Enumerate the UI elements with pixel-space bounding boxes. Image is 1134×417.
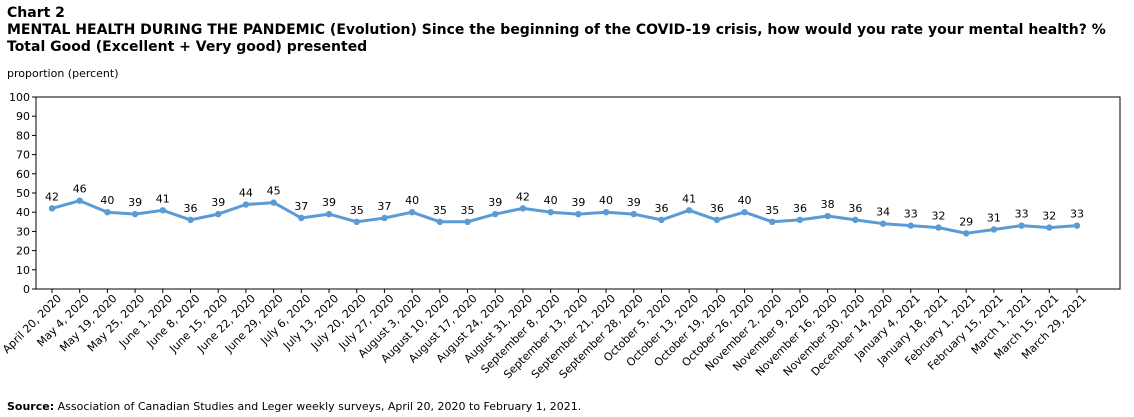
data-point [187, 216, 194, 224]
y-tick-label: 20 [16, 245, 30, 258]
data-label: 35 [350, 204, 364, 217]
y-tick-label: 30 [16, 225, 30, 238]
data-point [907, 222, 914, 229]
data-label: 31 [987, 211, 1001, 224]
y-tick-label: 100 [9, 91, 30, 104]
data-point [131, 210, 139, 218]
data-label: 36 [184, 202, 198, 215]
data-label: 39 [627, 196, 641, 209]
data-point [962, 230, 970, 237]
data-label: 36 [793, 202, 807, 215]
data-label: 32 [1042, 210, 1056, 223]
data-point [630, 210, 637, 218]
source-note: Source: Association of Canadian Studies … [7, 400, 581, 413]
series-line [51, 199, 1078, 235]
plot-frame [35, 96, 1121, 290]
data-point [879, 220, 887, 227]
data-point [990, 226, 998, 233]
source-label: Source: [7, 400, 55, 413]
data-point [104, 209, 111, 216]
data-point [270, 199, 277, 206]
data-label: 34 [876, 206, 890, 219]
data-point [519, 205, 527, 212]
data-point [1018, 222, 1025, 229]
data-point [824, 212, 831, 220]
data-point [215, 210, 222, 218]
data-point [713, 216, 721, 224]
data-label: 45 [267, 185, 281, 198]
data-label: 35 [461, 204, 475, 217]
data-point [796, 216, 804, 224]
chart-title: MENTAL HEALTH DURING THE PANDEMIC (Evolu… [7, 22, 1106, 55]
data-label: 37 [377, 200, 391, 213]
data-label: 44 [239, 187, 253, 200]
data-label: 40 [544, 194, 558, 207]
title-block: Chart 2 MENTAL HEALTH DURING THE PANDEMI… [7, 5, 1127, 56]
data-label: 40 [405, 194, 419, 207]
data-label: 33 [1070, 208, 1084, 221]
data-label: 39 [571, 196, 585, 209]
data-label: 40 [599, 194, 613, 207]
data-point [48, 205, 56, 212]
data-point [76, 197, 83, 204]
data-label: 36 [710, 202, 724, 215]
data-point [492, 210, 499, 218]
data-label: 39 [128, 196, 142, 209]
data-label: 41 [156, 192, 170, 205]
data-point [658, 216, 665, 224]
data-label: 36 [848, 202, 862, 215]
data-point [685, 207, 693, 214]
y-tick-label: 50 [16, 187, 30, 200]
data-point [436, 218, 444, 225]
data-point [408, 209, 416, 216]
data-point [1073, 222, 1081, 229]
data-label: 38 [821, 198, 835, 211]
source-text: Association of Canadian Studies and Lege… [54, 400, 582, 413]
data-point [159, 207, 167, 214]
data-point [852, 216, 859, 224]
data-point [353, 218, 360, 225]
data-point [298, 214, 305, 222]
data-label: 39 [322, 196, 336, 209]
y-tick-label: 0 [23, 283, 30, 296]
data-point [547, 209, 554, 216]
y-tick-label: 80 [16, 129, 30, 142]
data-label: 39 [211, 196, 225, 209]
data-label: 37 [294, 200, 308, 213]
data-label: 33 [904, 208, 918, 221]
chart-number: Chart 2 [7, 5, 65, 21]
y-tick-label: 40 [16, 206, 30, 219]
data-label: 46 [73, 183, 87, 196]
data-label: 29 [959, 215, 973, 228]
data-label: 40 [100, 194, 114, 207]
data-label: 42 [45, 190, 59, 203]
data-point [381, 214, 388, 222]
data-label: 35 [433, 204, 447, 217]
data-point [325, 210, 333, 218]
y-tick-label: 70 [16, 149, 30, 162]
y-tick-label: 10 [16, 264, 30, 277]
data-label: 41 [682, 192, 696, 205]
data-point [935, 224, 942, 231]
data-point [769, 218, 776, 225]
data-point [575, 210, 582, 218]
data-point [741, 209, 748, 216]
y-tick-label: 90 [16, 110, 30, 123]
data-label: 32 [931, 210, 945, 223]
data-label: 42 [516, 190, 530, 203]
data-point [602, 209, 610, 216]
y-axis-label: proportion (percent) [7, 67, 119, 80]
y-tick-label: 60 [16, 168, 30, 181]
data-point [1046, 224, 1053, 231]
data-point [464, 218, 471, 225]
data-label: 39 [488, 196, 502, 209]
data-label: 33 [1015, 208, 1029, 221]
data-label: 36 [654, 202, 668, 215]
data-point [242, 201, 250, 208]
data-label: 35 [765, 204, 779, 217]
data-label: 40 [738, 194, 752, 207]
